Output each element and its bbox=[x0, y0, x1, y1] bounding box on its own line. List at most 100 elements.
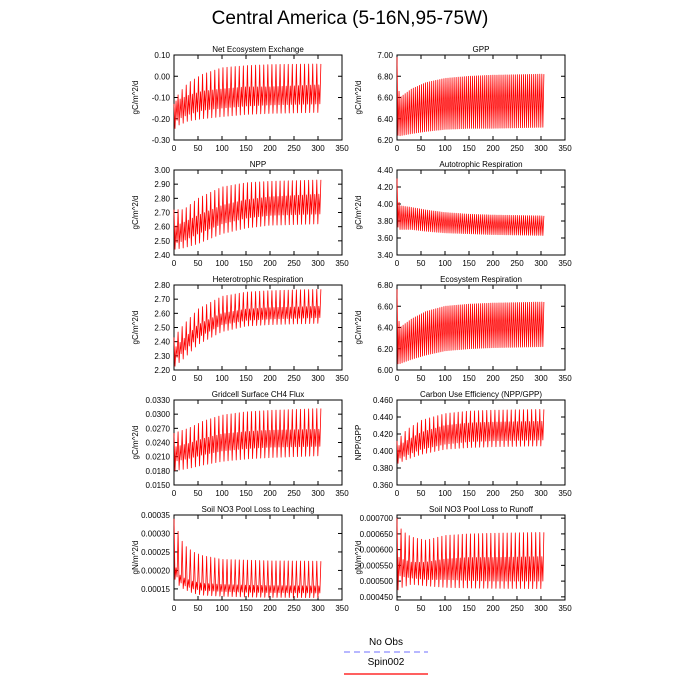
x-tick-label: 150 bbox=[462, 604, 476, 613]
x-tick-label: 200 bbox=[263, 489, 277, 498]
x-tick-label: 250 bbox=[287, 604, 301, 613]
y-axis-label: gC/m^2/d bbox=[354, 81, 363, 115]
y-tick-label: 0.440 bbox=[373, 413, 394, 422]
chart-panel-5: 0 50 100 150 200 250 300 350 2.20 2.30 2.40 2.50 2.6… bbox=[131, 275, 349, 383]
x-tick-label: 100 bbox=[438, 604, 452, 613]
plot-frame bbox=[173, 514, 343, 601]
x-tick-label: 50 bbox=[417, 144, 426, 153]
x-tick-label: 200 bbox=[263, 604, 277, 613]
chart-panel-2: 0 50 100 150 200 250 300 350 6.20 6.40 6.60 6.80 7.0… bbox=[354, 45, 572, 153]
legend-model-line bbox=[344, 673, 428, 675]
y-axis-label: gC/m^2/d bbox=[131, 81, 140, 115]
y-tick-label: 0.00 bbox=[154, 72, 170, 81]
x-tick-label: 150 bbox=[239, 374, 253, 383]
x-tick-label: 0 bbox=[172, 489, 177, 498]
y-tick-label: 0.0270 bbox=[146, 424, 171, 433]
x-tick-label: 50 bbox=[194, 259, 203, 268]
chart-panel-9: 0 50 100 150 200 250 300 350 0.00015 0.00020 0.000… bbox=[131, 505, 349, 613]
x-tick-label: 50 bbox=[194, 489, 203, 498]
series-line-1 bbox=[396, 518, 545, 591]
x-tick-label: 350 bbox=[335, 144, 349, 153]
x-tick-label: 100 bbox=[215, 144, 229, 153]
x-tick-label: 100 bbox=[215, 374, 229, 383]
y-tick-label: 0.420 bbox=[373, 430, 394, 439]
legend-obs-label: No Obs bbox=[369, 637, 403, 648]
x-tick-label: 300 bbox=[311, 604, 325, 613]
y-tick-label: 0.460 bbox=[373, 396, 394, 405]
y-tick-label: 6.80 bbox=[377, 281, 393, 290]
y-tick-label: 6.20 bbox=[377, 136, 393, 145]
y-tick-label: 0.000600 bbox=[360, 546, 394, 555]
y-tick-label: 0.000700 bbox=[360, 514, 394, 523]
x-tick-label: 300 bbox=[534, 374, 548, 383]
x-tick-label: 150 bbox=[239, 144, 253, 153]
x-tick-label: 350 bbox=[558, 489, 572, 498]
y-tick-label: 0.000550 bbox=[360, 561, 394, 570]
y-tick-label: 2.80 bbox=[154, 281, 170, 290]
y-tick-label: 2.20 bbox=[154, 366, 170, 375]
series-line-1 bbox=[396, 178, 545, 236]
chart-panel-3: 0 50 100 150 200 250 300 350 2.40 2.50 2.60 2.70 2.8… bbox=[131, 160, 349, 268]
x-tick-label: 0 bbox=[395, 489, 400, 498]
x-tick-label: 100 bbox=[438, 144, 452, 153]
y-tick-label: 6.20 bbox=[377, 345, 393, 354]
y-tick-label: 6.80 bbox=[377, 72, 393, 81]
chart-panel-7: 0 50 100 150 200 250 300 350 0.0150 0.0180 0.0210 0… bbox=[131, 390, 349, 498]
y-tick-label: 0.10 bbox=[154, 51, 170, 60]
y-tick-label: 2.40 bbox=[154, 251, 170, 260]
x-tick-label: 350 bbox=[558, 604, 572, 613]
x-tick-label: 350 bbox=[558, 259, 572, 268]
series-line-1 bbox=[173, 288, 322, 367]
x-tick-label: 0 bbox=[172, 144, 177, 153]
x-tick-label: 350 bbox=[335, 489, 349, 498]
chart-panel-6: 0 50 100 150 200 250 300 350 6.00 6.20 6.40 6.60 6.8… bbox=[354, 275, 572, 383]
y-tick-label: 2.60 bbox=[154, 223, 170, 232]
x-tick-label: 300 bbox=[311, 374, 325, 383]
x-tick-label: 250 bbox=[510, 259, 524, 268]
x-tick-label: 100 bbox=[215, 604, 229, 613]
chart-panel-1: 0 50 100 150 200 250 300 350 -0.30 -0.20 -0.10 0.00… bbox=[131, 45, 349, 153]
x-tick-label: 200 bbox=[486, 604, 500, 613]
x-tick-label: 350 bbox=[558, 144, 572, 153]
x-tick-label: 50 bbox=[194, 604, 203, 613]
x-tick-label: 250 bbox=[510, 604, 524, 613]
y-tick-label: 0.380 bbox=[373, 464, 394, 473]
y-tick-label: 0.0180 bbox=[146, 467, 171, 476]
x-tick-label: 0 bbox=[172, 259, 177, 268]
x-tick-label: 0 bbox=[395, 604, 400, 613]
y-tick-label: 0.0150 bbox=[146, 481, 171, 490]
chart-title: Gridcell Surface CH4 Flux bbox=[212, 390, 304, 399]
x-tick-label: 150 bbox=[239, 259, 253, 268]
x-tick-label: 300 bbox=[534, 604, 548, 613]
x-tick-label: 200 bbox=[486, 144, 500, 153]
x-tick-label: 100 bbox=[438, 374, 452, 383]
page-title: Central America (5-16N,95-75W) bbox=[211, 8, 489, 29]
series-line-1 bbox=[173, 408, 322, 472]
y-tick-label: 4.20 bbox=[377, 183, 393, 192]
x-tick-label: 300 bbox=[311, 259, 325, 268]
chart-title: Autotrophic Respiration bbox=[439, 160, 522, 169]
x-tick-label: 100 bbox=[215, 489, 229, 498]
x-tick-label: 350 bbox=[335, 604, 349, 613]
x-tick-label: 100 bbox=[438, 489, 452, 498]
y-axis-label: gC/m^2/d bbox=[131, 426, 140, 460]
x-tick-label: 100 bbox=[438, 259, 452, 268]
x-tick-label: 250 bbox=[510, 144, 524, 153]
x-tick-label: 50 bbox=[417, 259, 426, 268]
y-tick-label: 6.00 bbox=[377, 366, 393, 375]
x-tick-label: 300 bbox=[534, 144, 548, 153]
y-tick-label: 0.00015 bbox=[141, 585, 170, 594]
y-tick-label: 3.40 bbox=[377, 251, 393, 260]
series-line-1 bbox=[173, 63, 322, 129]
y-tick-label: 2.60 bbox=[154, 309, 170, 318]
series-line-1 bbox=[396, 57, 545, 137]
y-tick-label: 0.00035 bbox=[141, 511, 170, 520]
x-tick-label: 200 bbox=[486, 374, 500, 383]
y-axis-label: gC/m^2/d bbox=[354, 311, 363, 345]
chart-title: NPP bbox=[250, 160, 266, 169]
x-tick-label: 0 bbox=[395, 374, 400, 383]
y-tick-label: 0.360 bbox=[373, 481, 394, 490]
plot-frame bbox=[396, 514, 566, 601]
series-line-1 bbox=[173, 518, 322, 599]
x-tick-label: 300 bbox=[534, 259, 548, 268]
